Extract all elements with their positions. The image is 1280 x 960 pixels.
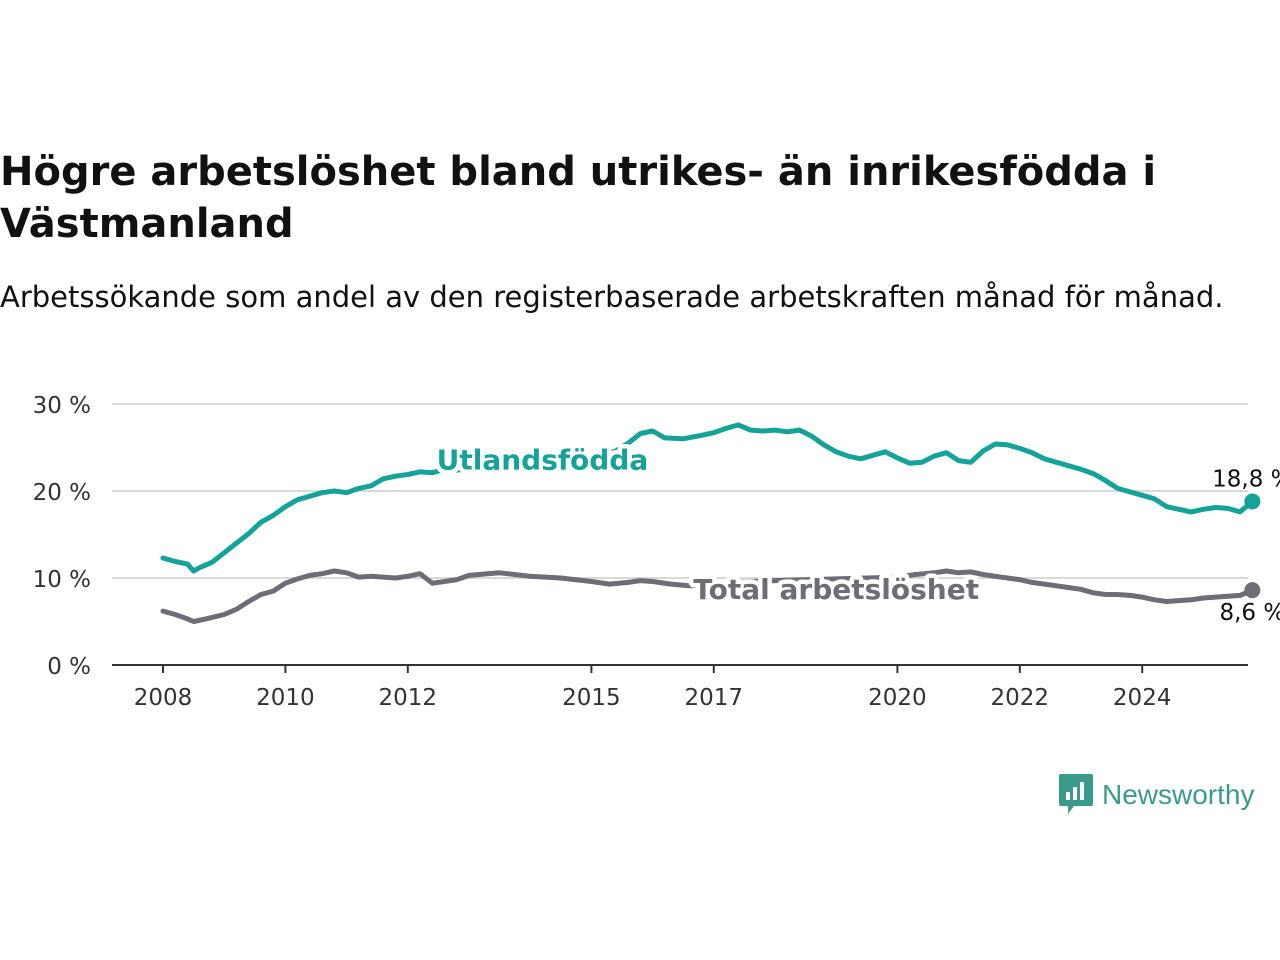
y-tick-label: 10 %	[33, 567, 91, 593]
chart-title: Högre arbetslöshet bland utrikes- än inr…	[0, 149, 1157, 247]
y-tick-label: 30 %	[33, 393, 91, 419]
brand-logo: Newsworthy	[1058, 772, 1254, 818]
y-tick-label: 20 %	[33, 480, 91, 506]
line-chart: 0 % 10 % 20 % 30 % 2008 2010 2012 2015 2017 2020…	[33, 393, 1280, 711]
series-end-marker	[1244, 493, 1261, 510]
x-tick-label: 2008	[134, 685, 193, 711]
series-line-utlandsfodda	[160, 422, 1255, 574]
x-tick-label: 2022	[991, 685, 1050, 711]
x-tick-label: 2015	[562, 685, 621, 711]
series-annotation-total: Total arbetslöshet	[693, 573, 979, 606]
series-end-label: 8,6 %	[1219, 600, 1280, 626]
x-tick-label: 2017	[685, 685, 744, 711]
x-tick-label: 2024	[1113, 685, 1172, 711]
y-axis-ticks: 0 % 10 % 20 % 30 %	[33, 393, 91, 680]
series-end-marker	[1244, 582, 1261, 599]
series-line-total	[160, 568, 1255, 624]
newsworthy-logo-icon	[1059, 774, 1093, 814]
x-tick-label: 2020	[868, 685, 927, 711]
x-tick-label: 2012	[379, 685, 438, 711]
series-annotation-utlandsfodda: Utlandsfödda	[437, 444, 649, 477]
label-layer: 18,8 % 8,6 % Utlandsfödda Total arbetslöshe…	[432, 439, 1280, 626]
series-end-label: 18,8 %	[1212, 466, 1280, 492]
grid-layer	[112, 403, 1248, 666]
x-tick-label: 2010	[256, 685, 315, 711]
series-layer	[160, 422, 1261, 624]
brand-name: Newsworthy	[1102, 779, 1255, 810]
y-tick-label: 0 %	[47, 654, 91, 680]
x-axis-ticks: 2008 2010 2012 2015 2017 2020 2022 2024	[134, 665, 1172, 711]
chart-subtitle: Arbetssökande som andel av den registerb…	[0, 280, 1224, 314]
